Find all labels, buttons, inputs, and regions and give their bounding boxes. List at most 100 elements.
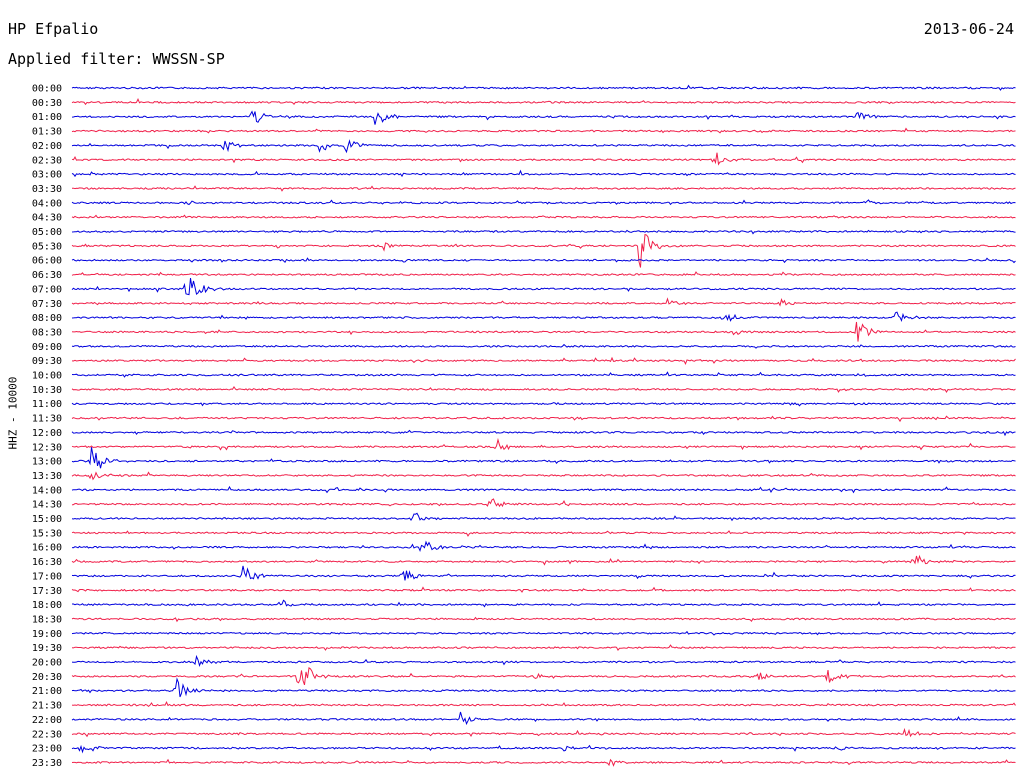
row-time-label: 13:00	[32, 457, 62, 468]
row-time-label: 08:00	[32, 313, 62, 324]
row-time-label: 21:30	[32, 701, 62, 712]
trace-line	[71, 371, 1016, 378]
trace-line	[71, 84, 1016, 91]
trace-line	[71, 667, 1016, 686]
row-time-label: 16:00	[32, 543, 62, 554]
row-time-label: 17:30	[32, 586, 62, 597]
trace-line	[71, 343, 1016, 349]
trace-line	[71, 229, 1016, 235]
row-time-label: 23:30	[32, 758, 62, 769]
trace-line	[71, 471, 1016, 481]
trace-line	[71, 616, 1016, 623]
trace-line	[71, 169, 1016, 178]
trace-line	[71, 127, 1016, 134]
trace-line	[71, 727, 1016, 738]
trace-line	[71, 565, 1016, 581]
trace-line	[71, 429, 1016, 437]
trace-line	[71, 152, 1016, 166]
trace-line	[71, 185, 1016, 192]
trace-line	[71, 744, 1016, 754]
trace-line	[71, 701, 1016, 708]
row-time-label: 20:30	[32, 672, 62, 683]
trace-line	[71, 711, 1016, 726]
trace-line	[71, 356, 1016, 366]
row-time-label: 10:30	[32, 385, 62, 396]
trace-line	[71, 677, 1016, 698]
row-time-label: 01:00	[32, 112, 62, 123]
row-time-label: 18:30	[32, 614, 62, 625]
row-time-label: 07:30	[32, 299, 62, 310]
row-time-label: 16:30	[32, 557, 62, 568]
row-time-label: 11:00	[32, 399, 62, 410]
row-time-label: 02:30	[32, 155, 62, 166]
row-time-label: 00:30	[32, 98, 62, 109]
row-time-label: 12:00	[32, 428, 62, 439]
trace-line	[71, 540, 1016, 553]
trace-line	[71, 485, 1016, 494]
trace-line	[71, 139, 1016, 154]
row-time-label: 22:30	[32, 729, 62, 740]
row-time-label: 10:00	[32, 371, 62, 382]
row-time-label: 08:30	[32, 327, 62, 338]
trace-line	[71, 654, 1016, 667]
trace-line	[71, 297, 1016, 307]
row-time-label: 09:00	[32, 342, 62, 353]
row-time-label: 18:00	[32, 600, 62, 611]
trace-line	[71, 97, 1016, 106]
trace-line	[71, 498, 1016, 508]
row-time-label: 07:00	[32, 284, 62, 295]
row-time-label: 23:00	[32, 744, 62, 755]
row-time-label: 12:30	[32, 442, 62, 453]
row-time-label: 06:30	[32, 270, 62, 281]
row-time-label: 21:00	[32, 686, 62, 697]
row-time-label: 01:30	[32, 127, 62, 138]
row-time-label: 09:30	[32, 356, 62, 367]
station-name: HP Efpalio	[8, 20, 99, 38]
trace-line	[71, 257, 1016, 264]
trace-line	[71, 311, 1016, 322]
record-date: 2013-06-24	[923, 20, 1014, 38]
row-time-label: 15:30	[32, 528, 62, 539]
row-time-label: 17:00	[32, 571, 62, 582]
row-time-label: 13:30	[32, 471, 62, 482]
trace-line	[71, 110, 1016, 125]
trace-line	[71, 437, 1016, 451]
row-time-label: 19:00	[32, 629, 62, 640]
row-time-label: 03:00	[32, 170, 62, 181]
trace-line	[71, 401, 1016, 407]
row-time-label: 04:30	[32, 213, 62, 224]
row-time-label: 14:30	[32, 500, 62, 511]
trace-line	[71, 530, 1016, 537]
row-time-label: 11:30	[32, 414, 62, 425]
trace-line	[71, 321, 1016, 342]
row-time-label: 20:00	[32, 658, 62, 669]
trace-line	[71, 214, 1016, 219]
trace-line	[71, 630, 1016, 636]
trace-line	[71, 271, 1016, 277]
trace-line	[71, 554, 1016, 566]
filter-label: Applied filter: WWSSN-SP	[8, 50, 225, 68]
row-time-label: 00:00	[32, 84, 62, 95]
trace-line	[71, 447, 1016, 469]
row-time-label: 03:30	[32, 184, 62, 195]
trace-line	[71, 199, 1016, 206]
row-time-label: 22:00	[32, 715, 62, 726]
trace-line	[71, 233, 1016, 268]
trace-line	[71, 586, 1016, 593]
row-time-label: 04:00	[32, 198, 62, 209]
trace-line	[71, 758, 1016, 767]
row-time-label: 15:00	[32, 514, 62, 525]
trace-line	[71, 385, 1016, 393]
row-time-label: 06:00	[32, 256, 62, 267]
row-time-label: 14:00	[32, 485, 62, 496]
row-time-label: 05:00	[32, 227, 62, 238]
row-time-label: 05:30	[32, 241, 62, 252]
trace-line	[71, 278, 1016, 296]
row-time-label: 02:00	[32, 141, 62, 152]
trace-line	[71, 415, 1016, 423]
trace-line	[71, 644, 1016, 651]
row-time-label: 19:30	[32, 643, 62, 654]
trace-line	[72, 599, 1016, 608]
trace-line	[71, 512, 1016, 522]
